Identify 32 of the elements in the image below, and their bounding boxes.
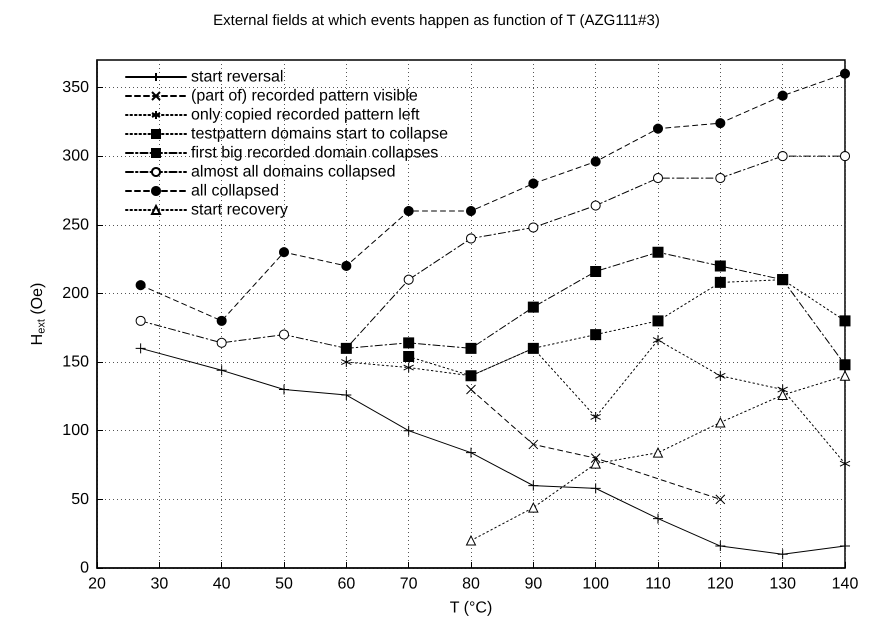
- y-tick-label: 100: [62, 422, 90, 440]
- x-tick-label: 100: [582, 576, 610, 592]
- x-tick-label: 140: [832, 576, 858, 592]
- legend-label: only copied recorded pattern left: [191, 106, 420, 124]
- x-tick-label: 120: [706, 576, 734, 592]
- x-tick-label: 110: [645, 576, 671, 592]
- legend-label: start reversal: [191, 68, 284, 86]
- x-axis-title: T (°C): [450, 600, 492, 616]
- y-tick-label: 0: [80, 560, 90, 576]
- y-axis-title: Hext (Oe): [29, 282, 48, 346]
- x-tick-label: 40: [212, 576, 231, 592]
- x-tick-label: 60: [337, 576, 356, 592]
- x-tick-label: 70: [400, 576, 418, 592]
- y-tick-label: 150: [62, 354, 90, 371]
- legend-label: first big recorded domain collapses: [191, 144, 438, 162]
- x-tick-label: 80: [462, 576, 480, 592]
- x-tick-label: 130: [769, 576, 796, 592]
- y-tick-label: 250: [62, 216, 90, 234]
- x-tick-label: 30: [150, 576, 168, 592]
- y-tick-label: 350: [62, 78, 90, 96]
- legend-label: start recovery: [191, 202, 288, 218]
- legend-label: (part of) recorded pattern visible: [191, 88, 418, 104]
- y-tick-label: 50: [71, 490, 90, 508]
- x-tick-label: 50: [275, 576, 293, 592]
- legend-label: all collapsed: [191, 182, 280, 200]
- x-tick-label: 90: [524, 576, 542, 592]
- chart-title: External fields at which events happen as function of T (AZG111#3): [213, 12, 660, 29]
- legend-label: testpattern domains start to collapse: [191, 126, 448, 142]
- y-tick-label: 200: [62, 284, 90, 302]
- x-tick-label: 20: [88, 576, 106, 592]
- legend-label: almost all domains collapsed: [191, 164, 396, 180]
- y-tick-label: 300: [62, 148, 90, 165]
